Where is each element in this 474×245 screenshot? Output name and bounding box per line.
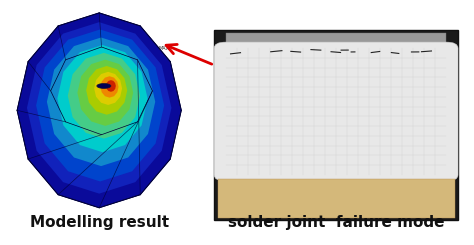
Polygon shape xyxy=(36,29,164,182)
FancyBboxPatch shape xyxy=(35,92,163,115)
Polygon shape xyxy=(86,66,127,115)
FancyBboxPatch shape xyxy=(214,42,458,181)
Polygon shape xyxy=(94,72,122,105)
Bar xyxy=(214,30,458,220)
Polygon shape xyxy=(100,76,118,98)
Polygon shape xyxy=(68,53,140,139)
Polygon shape xyxy=(27,22,172,194)
Ellipse shape xyxy=(97,84,111,88)
Text: solder joint  failure mode: solder joint failure mode xyxy=(228,215,444,230)
Text: MAX: MAX xyxy=(158,46,169,51)
Polygon shape xyxy=(77,60,133,126)
Polygon shape xyxy=(106,80,116,92)
Bar xyxy=(226,33,447,48)
Text: Modelling result: Modelling result xyxy=(30,215,169,230)
Polygon shape xyxy=(17,13,181,208)
Bar xyxy=(218,179,455,218)
Polygon shape xyxy=(47,37,155,166)
Polygon shape xyxy=(57,45,147,152)
